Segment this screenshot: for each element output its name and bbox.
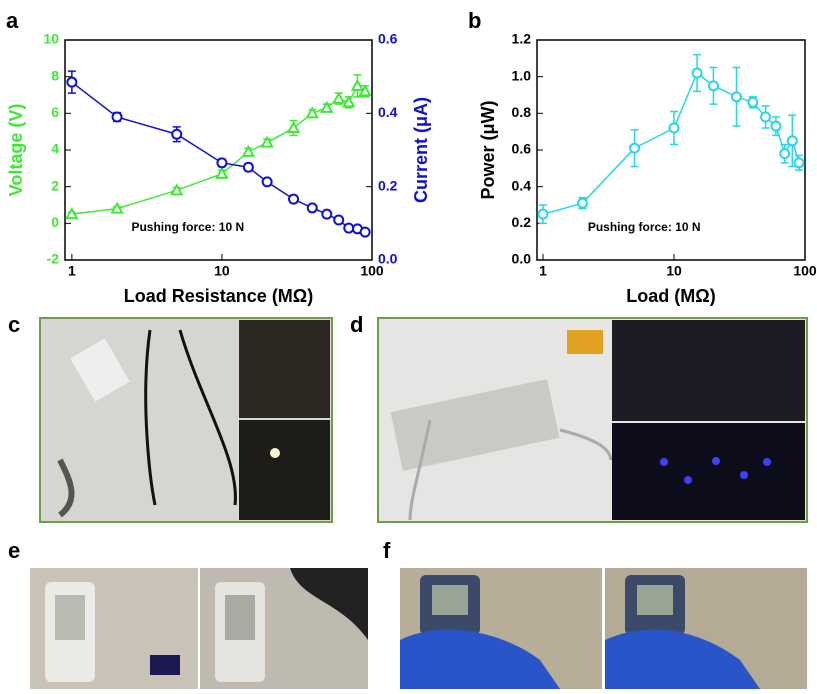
marker bbox=[67, 209, 77, 218]
series-line bbox=[72, 86, 365, 214]
panel-label: d bbox=[350, 312, 363, 337]
y-tick-label: 1.2 bbox=[512, 31, 532, 47]
series-line bbox=[543, 73, 799, 214]
marker bbox=[771, 122, 780, 131]
marker bbox=[308, 203, 317, 212]
annotation: Pushing force: 10 N bbox=[588, 220, 701, 234]
y2-tick-label: 0.4 bbox=[378, 104, 398, 120]
x-tick-label: 1 bbox=[539, 263, 547, 279]
y-tick-label: 0 bbox=[51, 214, 59, 230]
y2-tick-label: 0.2 bbox=[378, 177, 398, 193]
photo-f bbox=[400, 568, 807, 689]
marker bbox=[761, 113, 770, 122]
marker bbox=[748, 98, 757, 107]
photo-d bbox=[378, 318, 807, 522]
marker bbox=[795, 158, 804, 167]
marker bbox=[669, 124, 678, 133]
y-tick-label: 0.4 bbox=[512, 177, 532, 193]
y-axis-title: Voltage (V) bbox=[6, 104, 26, 197]
photo-c bbox=[40, 318, 332, 522]
marker bbox=[334, 94, 344, 103]
marker bbox=[67, 78, 76, 87]
marker bbox=[788, 136, 797, 145]
y-axis-title: Power (μW) bbox=[478, 100, 498, 199]
marker bbox=[361, 228, 370, 237]
panel-label: b bbox=[468, 8, 481, 33]
y-tick-label: 2 bbox=[51, 177, 59, 193]
x-axis-title: Load Resistance (MΩ) bbox=[124, 286, 313, 306]
marker bbox=[244, 163, 253, 172]
y2-axis-title: Current (μA) bbox=[411, 97, 431, 203]
y-tick-label: 0.8 bbox=[512, 104, 532, 120]
x-tick-label: 1 bbox=[68, 263, 76, 279]
panel-label: e bbox=[8, 538, 20, 563]
y-tick-label: 6 bbox=[51, 104, 59, 120]
marker bbox=[732, 92, 741, 101]
y2-tick-label: 0.0 bbox=[378, 251, 398, 267]
x-axis-title: Load (MΩ) bbox=[626, 286, 715, 306]
y2-tick-label: 0.6 bbox=[378, 31, 398, 47]
marker bbox=[693, 69, 702, 78]
y-tick-label: 0.2 bbox=[512, 214, 532, 230]
y-tick-label: 0.0 bbox=[512, 251, 532, 267]
annotation: Pushing force: 10 N bbox=[131, 220, 244, 234]
marker bbox=[352, 81, 362, 90]
y-tick-label: -2 bbox=[47, 251, 60, 267]
marker bbox=[172, 185, 182, 194]
marker bbox=[113, 113, 122, 122]
panel-label: c bbox=[8, 312, 20, 337]
y-tick-label: 10 bbox=[43, 31, 59, 47]
marker bbox=[780, 149, 789, 158]
panel-label: a bbox=[6, 8, 19, 33]
marker bbox=[630, 144, 639, 153]
marker bbox=[112, 204, 122, 213]
marker bbox=[289, 195, 298, 204]
y-tick-label: 0.6 bbox=[512, 141, 532, 157]
marker bbox=[578, 199, 587, 208]
figure: a b c d e f 1 10 100 -2 0 2 4 6 8 10 0.0 0.2 0.4 0.6 L… bbox=[0, 0, 817, 689]
marker bbox=[172, 130, 181, 139]
x-tick-label: 10 bbox=[214, 263, 230, 279]
panel-label: f bbox=[383, 538, 391, 563]
y-tick-label: 1.0 bbox=[512, 67, 532, 83]
marker bbox=[263, 177, 272, 186]
x-tick-label: 100 bbox=[793, 263, 817, 279]
photo-e bbox=[30, 568, 368, 689]
marker bbox=[344, 224, 353, 233]
marker bbox=[538, 210, 547, 219]
marker bbox=[344, 97, 354, 106]
marker bbox=[334, 216, 343, 225]
y-tick-label: 4 bbox=[51, 141, 59, 157]
x-tick-label: 10 bbox=[666, 263, 682, 279]
marker bbox=[709, 81, 718, 90]
y-tick-label: 8 bbox=[51, 67, 59, 83]
marker bbox=[322, 210, 331, 219]
marker bbox=[217, 158, 226, 167]
